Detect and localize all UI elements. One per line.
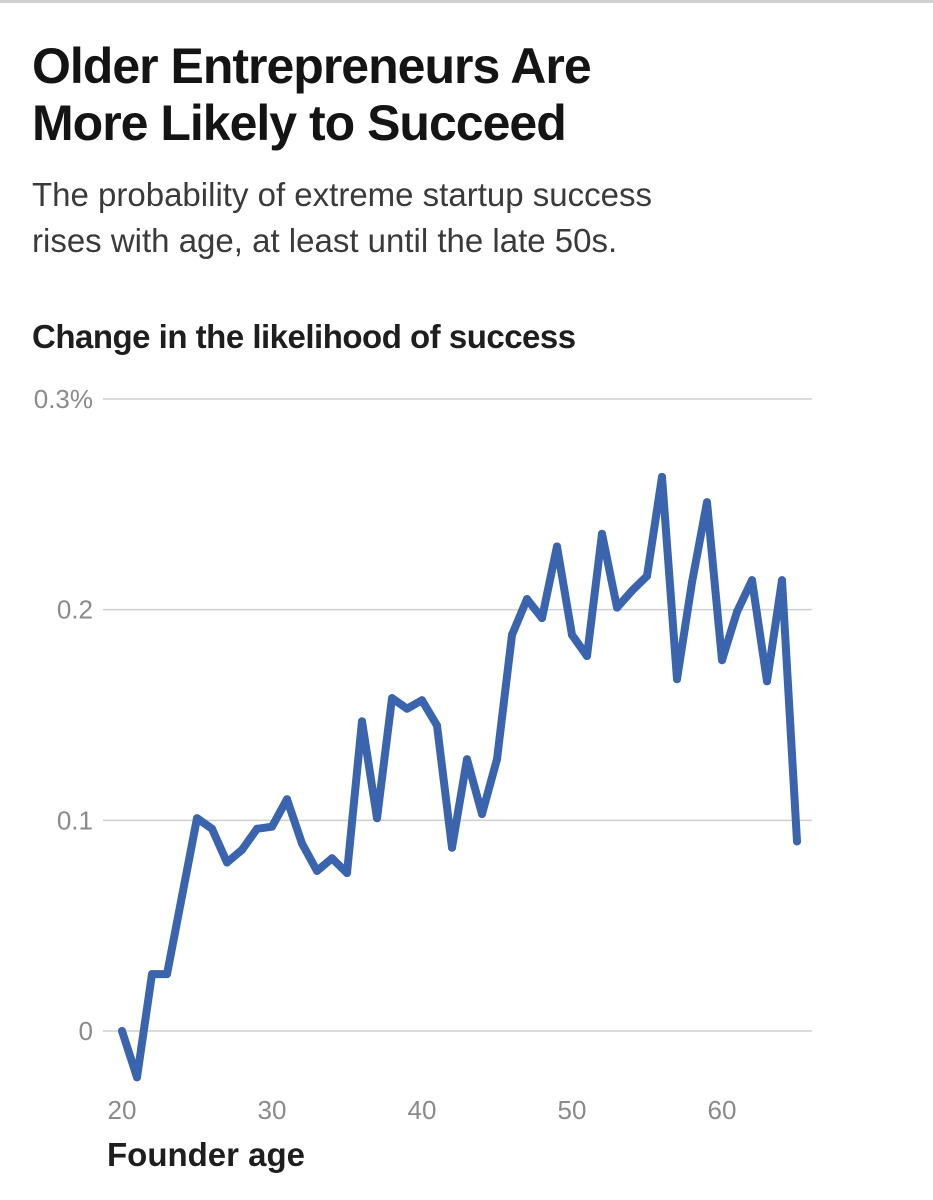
data-point xyxy=(343,869,351,877)
data-point xyxy=(478,810,486,819)
data-point xyxy=(748,576,756,585)
data-point xyxy=(208,824,216,833)
data-point xyxy=(493,755,501,764)
x-axis-title: Founder age xyxy=(107,1136,305,1173)
data-point xyxy=(388,694,396,703)
data-point xyxy=(313,866,321,875)
data-point xyxy=(793,837,801,846)
data-point xyxy=(148,970,156,979)
data-point xyxy=(688,578,696,587)
data-point xyxy=(628,586,636,595)
y-tick-label: 0.3% xyxy=(34,384,93,414)
data-point xyxy=(253,824,261,833)
chart-subtitle-line-1: The probability of extreme startup succe… xyxy=(32,176,652,213)
series-layer xyxy=(118,472,801,1082)
data-point xyxy=(193,814,201,823)
chart-title-line-1: Older Entrepreneurs Are xyxy=(32,38,592,94)
x-tick-label: 40 xyxy=(408,1095,437,1125)
data-point xyxy=(433,721,441,730)
data-point xyxy=(568,630,576,639)
y-tick-label: 0 xyxy=(79,1016,93,1046)
data-point xyxy=(328,854,336,863)
data-point xyxy=(703,498,711,507)
data-point xyxy=(133,1073,141,1082)
data-point xyxy=(463,755,471,764)
y-tick-label: 0.2 xyxy=(57,595,93,625)
data-point xyxy=(163,970,171,979)
x-tick-labels: 20 30 40 50 60 xyxy=(108,1095,737,1125)
data-point xyxy=(763,677,771,686)
data-point xyxy=(373,814,381,823)
x-tick-label: 30 xyxy=(258,1095,287,1125)
data-point xyxy=(418,696,426,705)
data-point xyxy=(718,656,726,665)
chart-subtitle: The probability of extreme startup succe… xyxy=(32,172,892,264)
y-tick-label: 0.1 xyxy=(57,805,93,835)
data-point xyxy=(403,704,411,713)
x-tick-label: 20 xyxy=(108,1095,137,1125)
data-point xyxy=(538,614,546,623)
x-tick-label: 60 xyxy=(708,1095,737,1125)
data-point xyxy=(178,892,186,901)
gridlines xyxy=(103,398,812,1032)
data-point xyxy=(448,843,456,852)
chart-subtitle-line-2: rises with age, at least until the late … xyxy=(32,222,618,259)
data-point xyxy=(673,675,681,684)
data-point xyxy=(298,839,306,848)
data-point xyxy=(598,529,606,538)
data-point xyxy=(238,845,246,854)
data-point xyxy=(733,607,741,616)
data-point xyxy=(658,472,666,481)
chart-title-line-2: More Likely to Succeed xyxy=(32,95,567,151)
y-tick-labels: 0.3% 0.2 0.1 0 xyxy=(34,384,93,1046)
data-point xyxy=(643,571,651,580)
data-point xyxy=(283,795,291,804)
data-point xyxy=(118,1027,126,1035)
chart-title: Older Entrepreneurs Are More Likely to S… xyxy=(32,38,892,152)
series-line xyxy=(118,472,801,1082)
data-point xyxy=(268,822,276,831)
y-axis-title: Change in the likelihood of success xyxy=(32,318,576,355)
data-point xyxy=(223,858,231,867)
data-point xyxy=(508,630,516,639)
data-point xyxy=(613,603,621,612)
data-point xyxy=(553,542,561,551)
data-point xyxy=(523,595,531,604)
data-point xyxy=(358,717,366,726)
data-point xyxy=(778,576,786,585)
data-point xyxy=(583,652,591,661)
x-tick-label: 50 xyxy=(558,1095,587,1125)
top-rule xyxy=(0,0,933,3)
